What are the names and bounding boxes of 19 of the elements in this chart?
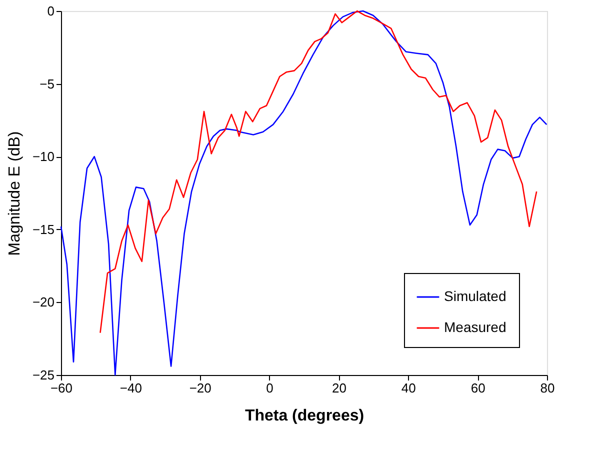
x-tick-label: 40 (401, 380, 416, 396)
y-tick-label: −20 (32, 294, 54, 310)
y-tick-label: −25 (32, 368, 54, 382)
legend-label: Measured (444, 319, 506, 335)
x-tick-label: −20 (189, 380, 212, 396)
line-series (100, 10, 538, 334)
x-tick-label: −40 (120, 380, 142, 396)
x-axis-title: Theta (degrees) (244, 408, 364, 424)
x-tick-label: 60 (470, 380, 486, 396)
y-tick-label: −5 (40, 76, 54, 92)
x-tick-label: 80 (540, 380, 555, 396)
x-tick-label: 0 (266, 380, 274, 396)
y-tick-label: −15 (32, 222, 54, 237)
x-tick-label: −60 (50, 380, 73, 396)
y-tick-label: −10 (32, 149, 54, 164)
x-tick-label: 20 (332, 380, 346, 396)
legend-label: Simulated (444, 288, 506, 304)
y-axis-title: Magnitude E (dB) (6, 131, 24, 256)
y-tick-label: 0 (47, 4, 54, 18)
